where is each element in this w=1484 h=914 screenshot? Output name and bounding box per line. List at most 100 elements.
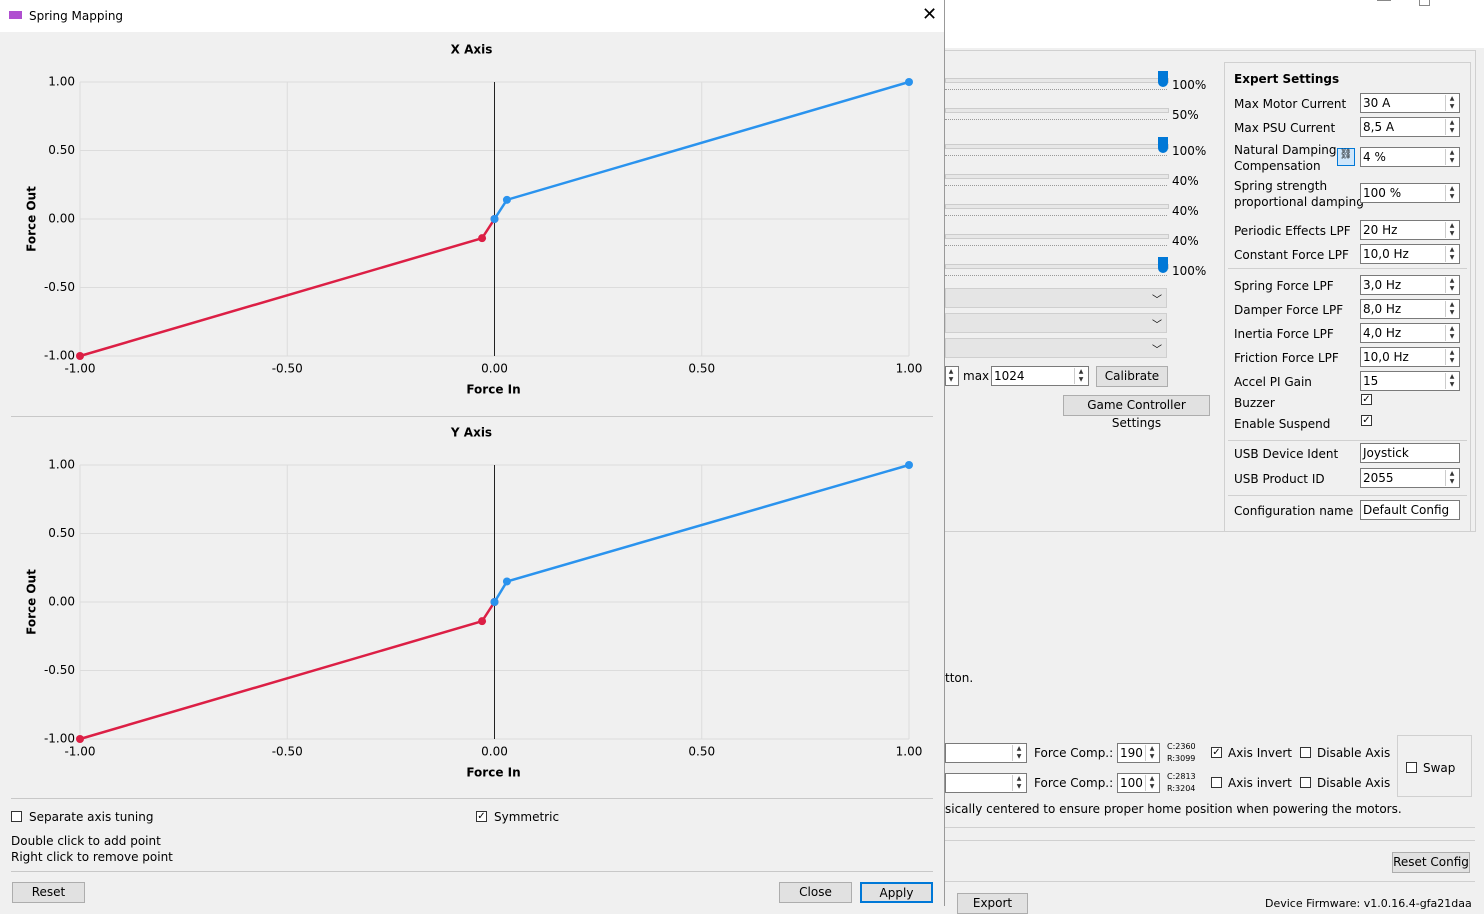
control-point[interactable] xyxy=(905,461,913,469)
spin-arrows[interactable]: ▲ ▼ xyxy=(1445,349,1458,365)
slider-handle[interactable] xyxy=(1158,137,1168,153)
setting-label: USB Device Ident xyxy=(1234,447,1339,461)
x-axis-label: Force In xyxy=(466,383,520,397)
spin-arrows[interactable]: ▲ ▼ xyxy=(1445,277,1458,293)
spin-arrows[interactable]: ▲ ▼ xyxy=(1074,368,1087,384)
settings-panel xyxy=(945,50,1476,532)
slider-handle[interactable] xyxy=(1158,71,1168,87)
max-field[interactable]: 1024 ▲ ▼ xyxy=(991,366,1089,386)
control-point[interactable] xyxy=(76,735,84,743)
setting-field[interactable]: 4 % ▲ ▼ xyxy=(1360,147,1460,167)
checkbox[interactable] xyxy=(1300,747,1311,758)
link-icon[interactable]: ⛓ xyxy=(1337,148,1355,166)
setting-field[interactable]: 8,0 Hz ▲ ▼ xyxy=(1360,299,1460,319)
checkbox[interactable] xyxy=(11,811,22,822)
spin-arrows[interactable]: ▲ ▼ xyxy=(1445,149,1458,165)
checkbox[interactable] xyxy=(1406,762,1417,773)
checkbox-label[interactable]: Separate axis tuning xyxy=(29,810,154,824)
close-x[interactable]: ✕ xyxy=(922,4,938,25)
spin-arrows[interactable]: ▲ ▼ xyxy=(1445,95,1458,111)
spin-arrows[interactable]: ▲ ▼ xyxy=(944,368,957,384)
setting-field[interactable]: 3,0 Hz ▲ ▼ xyxy=(1360,275,1460,295)
slider-track[interactable] xyxy=(945,78,1169,83)
checkbox[interactable]: ✓ xyxy=(1211,747,1222,758)
setting-field[interactable]: 10,0 Hz ▲ ▼ xyxy=(1360,244,1460,264)
control-point[interactable] xyxy=(490,598,499,606)
setting-field[interactable]: 10,0 Hz ▲ ▼ xyxy=(1360,347,1460,367)
setting-field[interactable]: Default Config xyxy=(1360,500,1460,520)
control-point[interactable] xyxy=(490,215,499,223)
spin-arrows[interactable]: ▲ ▼ xyxy=(1445,119,1458,135)
setting-label: Max PSU Current xyxy=(1234,121,1336,135)
close-button[interactable]: Close xyxy=(779,882,852,903)
checkbox[interactable] xyxy=(1300,777,1311,788)
spin-arrows[interactable]: ▲ ▼ xyxy=(1445,301,1458,317)
separator xyxy=(11,416,933,417)
checkbox[interactable] xyxy=(1211,777,1222,788)
apply-button[interactable]: Apply xyxy=(860,882,933,903)
maximize[interactable] xyxy=(1419,0,1430,6)
spin-arrows[interactable]: ▲ ▼ xyxy=(1445,373,1458,389)
dropdown[interactable]: ﹀ xyxy=(945,338,1167,358)
slider-track[interactable] xyxy=(945,234,1169,239)
spin-arrows[interactable]: ▲ ▼ xyxy=(1445,246,1458,262)
setting-field[interactable]: 8,5 A ▲ ▼ xyxy=(1360,117,1460,137)
axis-field[interactable]: ▲ ▼ xyxy=(945,743,1027,763)
y-tick-label: -0.50 xyxy=(44,663,75,677)
spin-arrows[interactable]: ▲ ▼ xyxy=(1012,745,1025,761)
slider-track[interactable] xyxy=(945,108,1169,113)
slider-handle[interactable] xyxy=(1158,257,1168,273)
spin-arrows[interactable]: ▲ ▼ xyxy=(1445,185,1458,201)
setting-label: Configuration name xyxy=(1234,504,1354,518)
dropdown[interactable]: ﹀ xyxy=(945,288,1167,308)
checkbox-label: Disable Axis xyxy=(1317,776,1391,790)
minimize[interactable] xyxy=(1377,0,1391,3)
setting-label: Max Motor Current xyxy=(1234,97,1347,111)
control-point[interactable] xyxy=(76,352,84,360)
spin-arrows[interactable]: ▲ ▼ xyxy=(1145,775,1158,791)
checkbox[interactable]: ✓ xyxy=(476,811,487,822)
spin-arrows[interactable]: ▲ ▼ xyxy=(1445,470,1458,486)
slider-track[interactable] xyxy=(945,174,1169,179)
slider-track[interactable] xyxy=(945,204,1169,209)
app-icon xyxy=(9,11,22,19)
control-point[interactable] xyxy=(502,195,511,204)
spin-arrows[interactable]: ▲ ▼ xyxy=(1145,745,1158,761)
title-bar xyxy=(945,0,1484,48)
spin-arrows[interactable]: ▲ ▼ xyxy=(1012,775,1025,791)
setting-checkbox[interactable]: ✓ xyxy=(1361,415,1372,426)
dropdown[interactable]: ﹀ xyxy=(945,313,1167,333)
setting-field[interactable]: Joystick xyxy=(1360,443,1460,463)
dialog-title-bar xyxy=(0,0,944,32)
slider-track[interactable] xyxy=(945,264,1169,269)
spin-arrows[interactable]: ▲ ▼ xyxy=(1445,222,1458,238)
setting-field[interactable]: 2055 ▲ ▼ xyxy=(1360,468,1460,488)
y-tick-label: -1.00 xyxy=(44,349,75,363)
control-point[interactable] xyxy=(905,78,913,86)
calibrate-button[interactable]: Calibrate xyxy=(1096,366,1168,387)
control-point[interactable] xyxy=(478,617,487,626)
setting-checkbox[interactable]: ✓ xyxy=(1361,394,1372,405)
bottom-panel xyxy=(945,840,1475,882)
setting-field[interactable]: 30 A ▲ ▼ xyxy=(1360,93,1460,113)
force-comp-field[interactable]: 100 ▲ ▼ xyxy=(1117,773,1160,793)
game-controller-button[interactable]: Game Controller Settings xyxy=(1063,395,1210,430)
checkbox-label[interactable]: Symmetric xyxy=(494,810,560,824)
reset-config-button[interactable]: Reset Config xyxy=(1392,852,1470,873)
setting-field[interactable]: 20 Hz ▲ ▼ xyxy=(1360,220,1460,240)
axis-field[interactable]: ▲ ▼ xyxy=(945,773,1027,793)
setting-field[interactable]: 4,0 Hz ▲ ▼ xyxy=(1360,323,1460,343)
reset-button[interactable]: Reset xyxy=(12,882,85,903)
force-comp-label: Force Comp.: xyxy=(1034,746,1114,760)
spin-arrows[interactable]: ▲ ▼ xyxy=(1445,325,1458,341)
control-point[interactable] xyxy=(478,234,487,243)
slider-track[interactable] xyxy=(945,144,1169,149)
export-button[interactable]: Export xyxy=(957,893,1028,914)
separator xyxy=(11,798,933,799)
separator xyxy=(1228,440,1467,441)
setting-field[interactable]: 15 ▲ ▼ xyxy=(1360,371,1460,391)
setting-field[interactable]: 100 % ▲ ▼ xyxy=(1360,183,1460,203)
setting-label: Buzzer xyxy=(1234,396,1275,410)
force-comp-field[interactable]: 190 ▲ ▼ xyxy=(1117,743,1160,763)
control-point[interactable] xyxy=(502,577,511,586)
